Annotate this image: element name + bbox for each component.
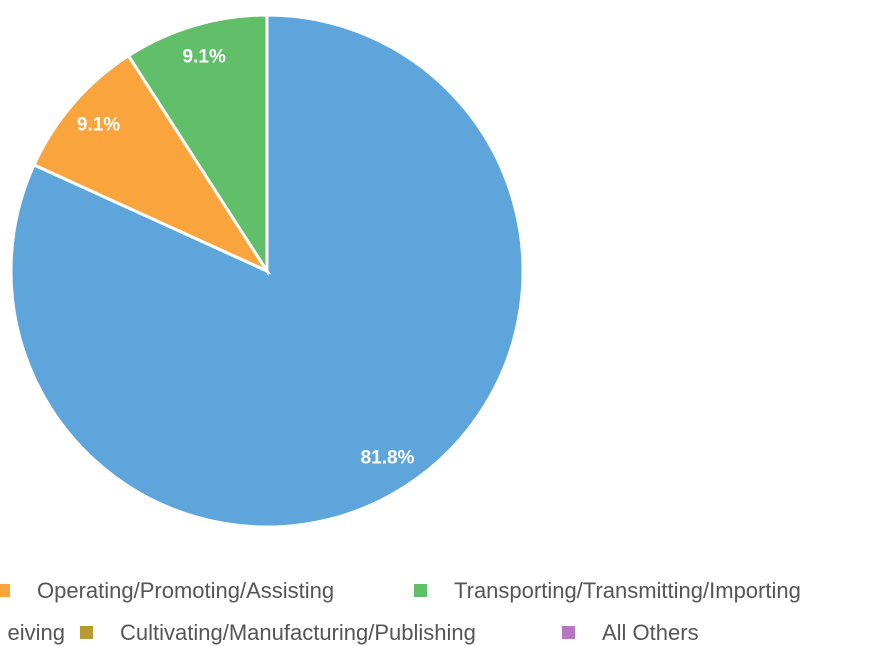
legend-label: Cultivating/Manufacturing/Publishing [120,620,476,645]
legend-label: All Others [602,620,699,645]
pie-slice [126,13,269,277]
legend-swatch [0,584,10,597]
legend-swatch [80,626,93,639]
slice-label: 81.8% [361,447,415,468]
legend-label: Transporting/Transmitting/Importing [454,578,801,603]
legend-label: eiving [8,620,65,645]
legend-label: Operating/Promoting/Assisting [37,578,334,603]
slice-label: 9.1% [183,46,226,67]
legend-swatch [414,584,427,597]
pie-slice [9,13,525,529]
slice-label: 9.1% [77,114,120,135]
legend-swatch [562,626,575,639]
pie-slice [32,53,272,275]
